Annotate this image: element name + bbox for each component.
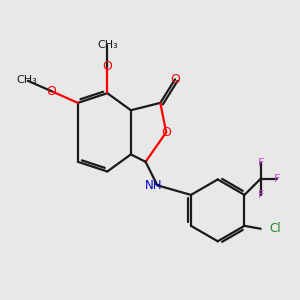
Text: F: F (257, 190, 264, 200)
Text: O: O (170, 73, 180, 86)
Text: CH₃: CH₃ (97, 40, 118, 50)
Text: O: O (161, 126, 171, 139)
Text: CH₃: CH₃ (16, 75, 37, 85)
Text: NH: NH (145, 179, 163, 192)
Text: Cl: Cl (269, 222, 280, 235)
Text: O: O (46, 85, 56, 98)
Text: F: F (257, 158, 264, 167)
Text: O: O (102, 60, 112, 73)
Text: F: F (274, 174, 280, 184)
